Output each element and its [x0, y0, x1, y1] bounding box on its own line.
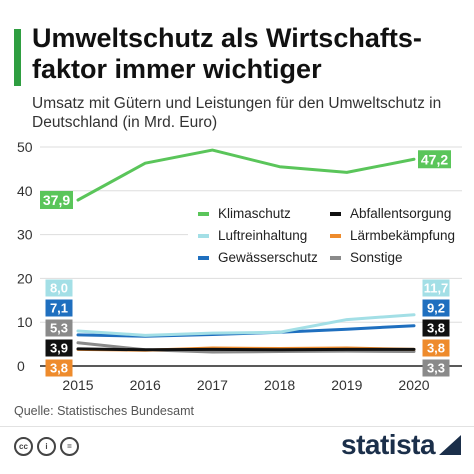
legend-label: Lärmbekämpfung [350, 228, 456, 243]
y-tick-label: 30 [17, 227, 33, 243]
legend-item: Luftreinhaltung [198, 228, 307, 243]
start-label-luftreinhaltung: 8,0 [50, 281, 68, 296]
x-tick-label: 2020 [398, 377, 429, 393]
start-label-lärmbekämpfung: 3,8 [50, 361, 68, 376]
legend-swatch [330, 255, 341, 260]
legend-label: Sonstige [350, 250, 403, 265]
chart-title: Umweltschutz als Wirtschafts-faktor imme… [32, 23, 422, 84]
klimaschutz-end-label-box [418, 150, 451, 169]
y-tick-label: 50 [17, 139, 33, 155]
y-tick-label: 40 [17, 183, 33, 199]
x-tick-label: 2015 [62, 377, 93, 393]
klimaschutz-end-label: 47,2 [421, 151, 448, 167]
license-icons: cc i = [14, 437, 79, 456]
x-tick-label: 2016 [130, 377, 161, 393]
legend-swatch [198, 255, 209, 260]
end-label-gewässerschutz: 9,2 [427, 301, 445, 316]
end-label-abfallentsorgung-box [422, 319, 450, 337]
x-tick-label: 2018 [264, 377, 295, 393]
legend-item: Abfallentsorgung [330, 206, 451, 221]
end-label-sonstige-box [422, 359, 450, 377]
end-label-lärmbekämpfung: 3,8 [427, 341, 445, 356]
start-label-luftreinhaltung-box [45, 279, 73, 297]
start-label-abfallentsorgung: 3,9 [50, 341, 68, 356]
end-label-sonstige: 3,3 [427, 361, 445, 376]
brand-mark-icon [439, 435, 462, 455]
end-label-lärmbekämpfung-box [422, 339, 450, 357]
klimaschutz-start-label-box [40, 190, 73, 209]
y-tick-label: 20 [17, 270, 33, 286]
start-label-sonstige: 5,3 [50, 321, 68, 336]
chart-subtitle: Umsatz mit Gütern und Leistungen für den… [32, 95, 442, 131]
line-chart: 0 10 20 30 40 50 2015 2016 2017 2018 2019 2020 37,9 4… [17, 139, 462, 393]
legend-label: Abfallentsorgung [350, 206, 452, 221]
legend-swatch [330, 233, 341, 238]
legend-swatch [198, 211, 209, 216]
end-label-abfallentsorgung: 3,8 [427, 321, 445, 336]
legend-label: Klimaschutz [218, 206, 291, 221]
accent-bar [14, 29, 21, 86]
attribution-icon[interactable]: i [37, 437, 56, 456]
legend: Klimaschutz Abfallentsorgung Luftreinhaltu… [188, 202, 466, 270]
y-tick-label: 10 [17, 314, 33, 330]
legend-item: Klimaschutz [198, 206, 291, 221]
source-note: Quelle: Statistisches Bundesamt [14, 404, 194, 418]
end-label-gewässerschutz-box [422, 299, 450, 317]
klimaschutz-start-label: 37,9 [43, 192, 70, 208]
x-tick-label: 2017 [197, 377, 228, 393]
no-derivatives-icon[interactable]: = [60, 437, 79, 456]
end-label-luftreinhaltung: 11,7 [424, 281, 449, 296]
legend-swatch [198, 233, 209, 238]
start-label-sonstige-box [45, 319, 73, 337]
legend-item: Gewässerschutz [198, 250, 318, 265]
series-line-luftreinhaltung [76, 313, 416, 337]
legend-swatch [330, 211, 341, 216]
start-label-lärmbekämpfung-box [45, 359, 73, 377]
y-tick-label: 0 [17, 358, 25, 374]
statista-logo[interactable]: statista [341, 429, 462, 461]
legend-label: Gewässerschutz [218, 250, 318, 265]
start-label-gewässerschutz: 7,1 [50, 301, 68, 316]
series-line-klimaschutz [76, 148, 416, 202]
legend-label: Luftreinhaltung [218, 228, 308, 243]
creative-commons-icon[interactable]: cc [14, 437, 33, 456]
brand-wordmark: statista [341, 429, 436, 460]
start-label-gewässerschutz-box [45, 299, 73, 317]
legend-item: Lärmbekämpfung [330, 228, 455, 243]
x-tick-label: 2019 [331, 377, 362, 393]
end-label-luftreinhaltung-box [422, 279, 450, 297]
series-line-abfallentsorgung [76, 347, 416, 352]
footer-divider [0, 426, 474, 427]
legend-item: Sonstige [330, 250, 403, 265]
start-label-abfallentsorgung-box [45, 339, 73, 357]
